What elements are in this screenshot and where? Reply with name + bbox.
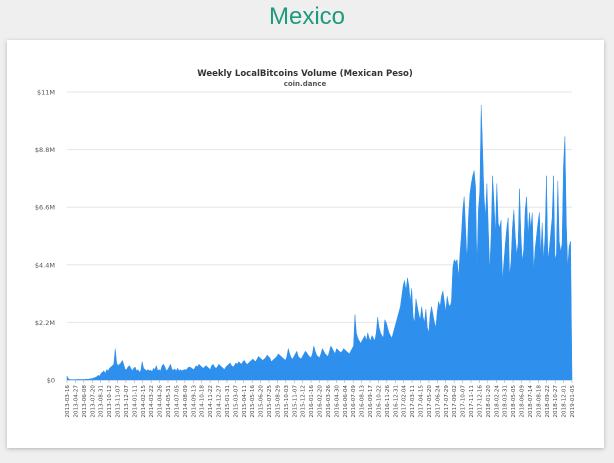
x-tick-label: 2014-12-27 [217, 385, 223, 418]
x-tick-label: 2018-03-31 [503, 385, 509, 418]
y-axis: $0 $2.2M $4.4M $6.6M $8.8M $11M [35, 89, 55, 385]
x-tick-label: 2013-04-27 [73, 385, 79, 418]
x-tick-label: 2014-02-15 [141, 385, 147, 418]
x-tick-label: 2015-07-25 [267, 385, 273, 418]
chart-card: Weekly LocalBitcoins Volume (Mexican Pes… [7, 40, 604, 448]
x-tick-label: 2016-11-26 [385, 385, 391, 418]
x-tick-label: 2017-03-11 [410, 385, 416, 418]
x-tick-label: 2014-03-22 [149, 385, 155, 418]
page-title: Mexico [268, 3, 346, 30]
x-tick-label: 2016-09-17 [368, 385, 374, 418]
x-tick-label: 2017-05-20 [427, 385, 433, 418]
x-tick-label: 2017-04-15 [419, 385, 425, 418]
x-tick-label: 2017-12-16 [477, 385, 483, 418]
x-tick-label: 2014-04-26 [158, 385, 164, 418]
x-tick-label: 2018-08-18 [536, 385, 542, 418]
x-tick-label: 2014-05-31 [166, 385, 172, 418]
x-tick-label: 2017-09-02 [452, 385, 458, 418]
x-axis: 2013-03-16 2013-04-27 2013-06-08 2013-07-20… [65, 380, 576, 418]
x-tick-label: 2014-11-22 [208, 385, 214, 418]
y-tick-label: $4.4M [35, 261, 55, 269]
x-tick-label: 2013-10-12 [107, 385, 113, 418]
x-tick-label: 2013-08-31 [99, 385, 105, 418]
x-tick-label: 2017-02-04 [402, 385, 408, 418]
x-tick-label: 2016-10-22 [376, 385, 382, 418]
chart-title: Weekly LocalBitcoins Volume (Mexican Pes… [197, 69, 413, 79]
x-tick-label: 2014-09-13 [191, 385, 197, 418]
x-tick-label: 2016-04-30 [334, 385, 340, 418]
series-area [66, 105, 573, 381]
x-tick-label: 2015-08-29 [275, 385, 281, 418]
x-tick-label: 2016-06-04 [343, 385, 349, 418]
x-tick-label: 2014-01-11 [132, 385, 138, 418]
area-chart: Weekly LocalBitcoins Volume (Mexican Pes… [35, 69, 576, 418]
series-area-path [66, 105, 573, 381]
x-tick-label: 2018-12-01 [562, 385, 568, 418]
x-tick-label: 2018-06-09 [520, 385, 526, 418]
y-tick-label: $2.2M [35, 319, 55, 327]
x-tick-label: 2015-01-31 [225, 385, 231, 418]
x-tick-label: 2013-11-07 [116, 385, 122, 418]
x-tick-label: 2013-07-20 [90, 385, 96, 418]
x-tick-label: 2016-12-31 [393, 385, 399, 418]
x-tick-label: 2018-07-14 [528, 385, 534, 418]
y-tick-label: $8.8M [35, 146, 55, 154]
x-tick-label: 2016-07-09 [351, 385, 357, 418]
x-tick-label: 2018-01-20 [486, 385, 492, 418]
chart-subtitle: coin.dance [284, 80, 327, 88]
x-tick-label: 2016-08-13 [360, 385, 366, 418]
x-tick-label: 2016-01-16 [309, 385, 315, 418]
x-tick-label: 2019-01-05 [570, 385, 576, 418]
x-tick-label: 2013-06-08 [82, 385, 88, 418]
x-tick-label: 2013-03-16 [65, 385, 71, 418]
x-tick-label: 2014-10-18 [200, 385, 206, 418]
x-tick-label: 2017-10-07 [461, 385, 467, 418]
y-tick-label: $11M [37, 89, 55, 97]
x-tick-label: 2016-03-26 [326, 385, 332, 418]
x-tick-label: 2016-02-20 [318, 385, 324, 418]
x-tick-label: 2017-11-11 [469, 385, 475, 418]
y-tick-label: $0 [47, 377, 55, 385]
x-tick-label: 2015-03-07 [233, 385, 239, 418]
x-tick-label: 2015-11-07 [292, 385, 298, 418]
x-tick-label: 2015-05-16 [250, 385, 256, 418]
x-tick-label: 2014-07-05 [174, 385, 180, 418]
x-tick-label: 2018-05-05 [511, 385, 517, 418]
y-tick-label: $6.6M [35, 204, 55, 212]
x-tick-label: 2013-12-07 [124, 385, 130, 418]
x-tick-label: 2018-10-27 [553, 385, 559, 418]
x-tick-label: 2018-09-22 [545, 385, 551, 418]
x-tick-label: 2017-06-24 [435, 385, 441, 418]
x-tick-label: 2014-08-09 [183, 385, 189, 418]
x-tick-label: 2017-07-29 [444, 385, 450, 418]
x-tick-label: 2015-10-03 [284, 385, 290, 418]
x-tick-label: 2015-12-12 [301, 385, 307, 418]
x-tick-label: 2018-02-24 [494, 385, 500, 418]
x-tick-label: 2015-06-20 [259, 385, 265, 418]
x-tick-label: 2015-04-11 [242, 385, 248, 418]
